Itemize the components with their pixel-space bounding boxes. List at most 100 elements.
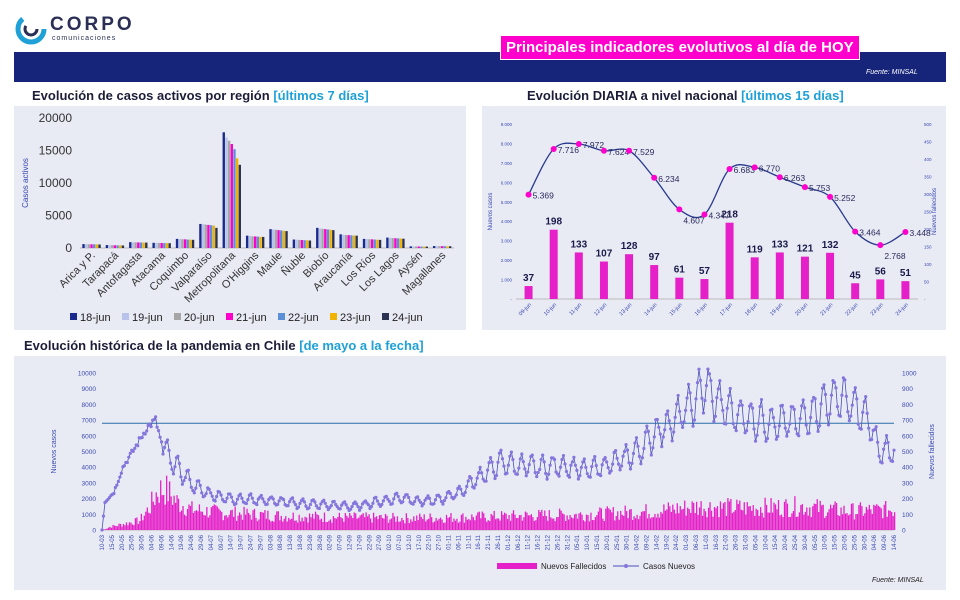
bar [517, 517, 519, 530]
bar [137, 242, 140, 248]
x-tick-label: 09-07 [219, 534, 225, 550]
line-point [877, 454, 881, 458]
bar [611, 512, 613, 530]
x-tick-label: 20-jun [794, 302, 809, 317]
x-tick-label: 04-06 [150, 534, 156, 550]
bar [152, 242, 155, 248]
line-point [380, 502, 384, 507]
line-point [113, 485, 117, 490]
bar [160, 242, 163, 248]
bar [274, 229, 278, 248]
bar [139, 242, 143, 248]
bar [332, 516, 335, 530]
line-point [265, 502, 269, 506]
x-tick-label: 14-06 [892, 534, 898, 550]
bar [410, 519, 412, 530]
bar [764, 497, 766, 530]
bar [426, 519, 428, 530]
bar [824, 518, 826, 530]
line-point [657, 425, 661, 429]
line-point [849, 414, 853, 418]
line-point [561, 453, 566, 458]
bar [636, 514, 638, 530]
line-point [591, 458, 595, 462]
bar [145, 511, 147, 530]
bar [742, 510, 744, 530]
line-point [752, 427, 756, 431]
line-point [506, 463, 511, 467]
bar [306, 240, 309, 248]
line-point [864, 394, 868, 399]
bar [819, 500, 821, 530]
line-point [552, 457, 557, 462]
bar [378, 515, 381, 530]
bar [640, 511, 643, 530]
bar [816, 499, 818, 530]
line-point [753, 439, 758, 443]
bar [810, 516, 812, 530]
bar [219, 510, 221, 530]
bar [404, 523, 406, 530]
bar [285, 231, 288, 248]
line-point [887, 456, 892, 460]
bar [688, 509, 690, 530]
bar [892, 516, 894, 530]
x-tick-label: 20-05 [120, 534, 126, 550]
bar [483, 513, 485, 530]
bar [191, 239, 195, 248]
line-point [880, 461, 884, 465]
y-left-tick-label: 6000 [82, 433, 97, 440]
bar [183, 239, 187, 248]
line-point [579, 465, 583, 470]
line-point [526, 470, 530, 474]
bar [655, 517, 658, 530]
bar [834, 501, 836, 530]
bar [801, 504, 803, 530]
line-point [170, 467, 174, 471]
x-tick-label: 11-jun [568, 302, 583, 317]
bar [349, 513, 351, 530]
line-point [155, 425, 159, 429]
bar [691, 501, 693, 530]
y-right-tick-label: 100 [924, 262, 932, 267]
bar [372, 512, 375, 530]
bar [378, 239, 382, 248]
y-tick-label: 20000 [39, 111, 73, 125]
bar [329, 519, 332, 530]
bar [417, 246, 420, 248]
line-point [416, 495, 420, 499]
bar [646, 518, 649, 530]
bar [660, 511, 662, 530]
line-point [856, 422, 860, 426]
bar [320, 518, 323, 530]
line-point [384, 494, 388, 498]
bar [874, 505, 876, 530]
bar [383, 518, 385, 530]
line-point [660, 445, 664, 449]
historic-title: Evolución histórica de la pandemia en Ch… [24, 338, 424, 353]
line-point [852, 390, 856, 395]
bar [867, 509, 869, 530]
bar [788, 517, 790, 530]
line-point [694, 397, 698, 401]
bar [774, 504, 777, 530]
bar [722, 503, 725, 530]
bar [414, 520, 416, 530]
line-point [125, 460, 129, 465]
line-point [730, 401, 734, 405]
bar [700, 279, 709, 299]
line-point [749, 402, 753, 406]
line-point [874, 425, 878, 429]
bar [559, 508, 561, 530]
bar [122, 524, 125, 530]
line-point [798, 416, 802, 421]
line-data-label: 6.234 [658, 174, 680, 184]
bar [762, 517, 765, 530]
bar [773, 502, 775, 530]
bar [700, 501, 702, 530]
line-point [698, 378, 703, 382]
line-point [207, 487, 211, 491]
bar [515, 518, 518, 530]
line-point [816, 429, 820, 433]
bar [664, 510, 667, 530]
